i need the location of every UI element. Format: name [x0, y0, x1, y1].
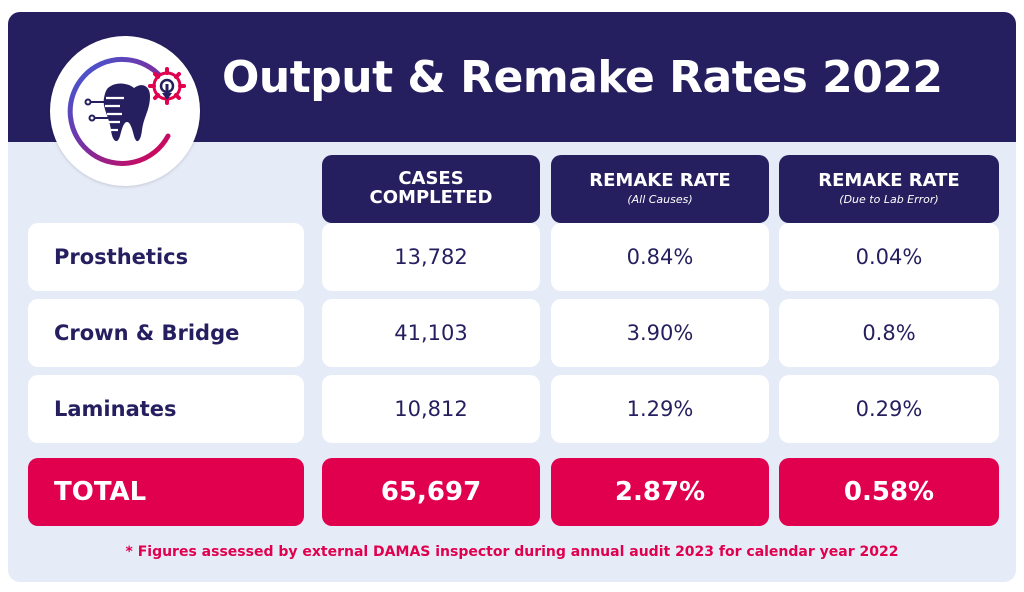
- col-header-main: REMAKE RATE: [589, 170, 731, 192]
- page-title: Output & Remake Rates 2022: [222, 52, 943, 103]
- col-header-main: CASES COMPLETED: [369, 168, 493, 208]
- dental-tooth-gear-icon: [50, 36, 200, 186]
- footnote: * Figures assessed by external DAMAS ins…: [125, 544, 899, 560]
- stats-card: Output & Remake Rates 2022: [8, 12, 1016, 582]
- row-label-prosthetics: Prosthetics: [28, 223, 304, 291]
- total-label: TOTAL: [28, 458, 304, 526]
- total-remake-lab: 0.58%: [779, 458, 999, 526]
- row-label-crown-bridge: Crown & Bridge: [28, 299, 304, 367]
- cell-cases: 13,782: [322, 223, 540, 291]
- cell-remake-lab: 0.29%: [779, 375, 999, 443]
- col-header-remake-lab: REMAKE RATE (Due to Lab Error): [779, 155, 999, 223]
- cell-cases: 41,103: [322, 299, 540, 367]
- cell-remake-all: 3.90%: [551, 299, 769, 367]
- total-remake-all: 2.87%: [551, 458, 769, 526]
- cell-cases: 10,812: [322, 375, 540, 443]
- cell-remake-lab: 0.8%: [779, 299, 999, 367]
- col-header-main: REMAKE RATE: [818, 170, 960, 192]
- cell-remake-all: 0.84%: [551, 223, 769, 291]
- col-header-sub: (All Causes): [627, 193, 693, 207]
- cell-remake-lab: 0.04%: [779, 223, 999, 291]
- col-header-cases-completed: CASES COMPLETED: [322, 155, 540, 223]
- col-header-remake-all: REMAKE RATE (All Causes): [551, 155, 769, 223]
- total-cases: 65,697: [322, 458, 540, 526]
- cell-remake-all: 1.29%: [551, 375, 769, 443]
- row-label-laminates: Laminates: [28, 375, 304, 443]
- col-header-sub: (Due to Lab Error): [839, 193, 939, 207]
